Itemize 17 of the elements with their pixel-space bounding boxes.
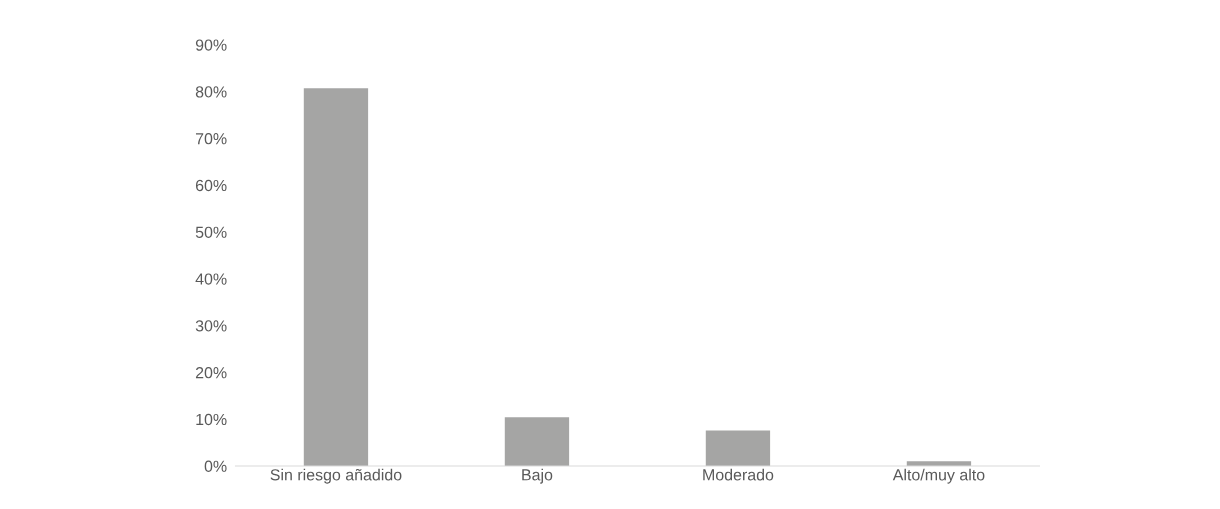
y-tick-label: 30% [195,320,227,332]
x-tick-label: Moderado [703,468,774,481]
bar [504,417,570,466]
y-tick-label: 0% [204,460,227,472]
y-tick-label: 20% [195,367,227,379]
x-tick-label: Alto/muy alto [892,468,985,484]
y-tick-label: 60% [195,179,227,192]
y-tick-label: 80% [195,86,227,98]
y-tick-label: 90% [195,39,227,51]
y-tick-label: 10% [196,413,227,426]
bar [705,430,771,466]
bar [303,88,369,466]
y-tick-label: 70% [195,133,227,145]
y-tick-label: 40% [195,273,227,285]
y-tick-label: 50% [195,226,227,238]
x-tick-label: Sin riesgo añadido [270,468,402,484]
x-tick-label: Bajo [522,468,553,484]
